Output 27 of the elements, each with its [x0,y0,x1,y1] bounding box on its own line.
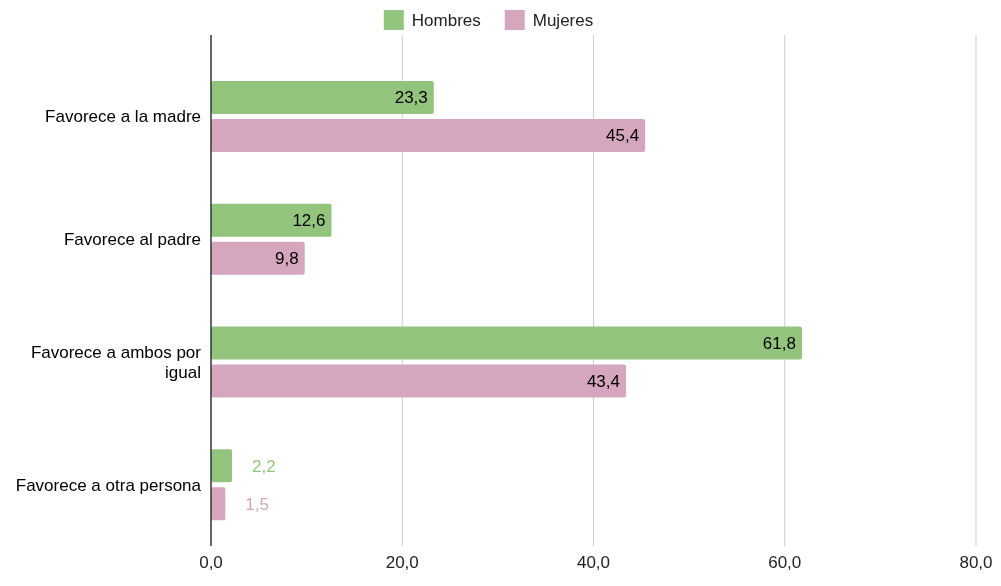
data-label: 9,8 [275,249,299,269]
x-tick-label: 80,0 [959,553,993,572]
data-label: 43,4 [586,371,621,391]
data-label: 23,3 [394,88,428,108]
legend-label: Hombres [411,10,481,30]
bar [211,241,305,275]
bar [211,449,233,483]
bar [211,364,627,398]
data-label: 61,8 [762,333,796,353]
bar [211,80,434,114]
data-label: 2,2 [252,456,276,476]
bar [211,326,802,360]
y-tick-label: Favorece a otra persona [15,475,202,495]
data-label: 12,6 [292,211,326,231]
y-tick-label: Favorece a la madre [45,107,201,127]
x-tick-label: 20,0 [385,553,419,572]
bar [211,203,332,237]
x-tick-label: 0,0 [199,553,223,572]
data-label: 45,4 [606,126,640,146]
data-label: 1,5 [245,494,269,514]
y-tick-label: Favorece al padre [63,230,201,250]
bar [211,487,226,521]
legend-label: Mujeres [532,10,594,30]
x-tick-label: 60,0 [768,553,802,572]
x-tick-label: 40,0 [576,553,611,572]
bar [211,118,646,152]
y-tick-label: Favorece a ambos por igual [30,342,202,382]
